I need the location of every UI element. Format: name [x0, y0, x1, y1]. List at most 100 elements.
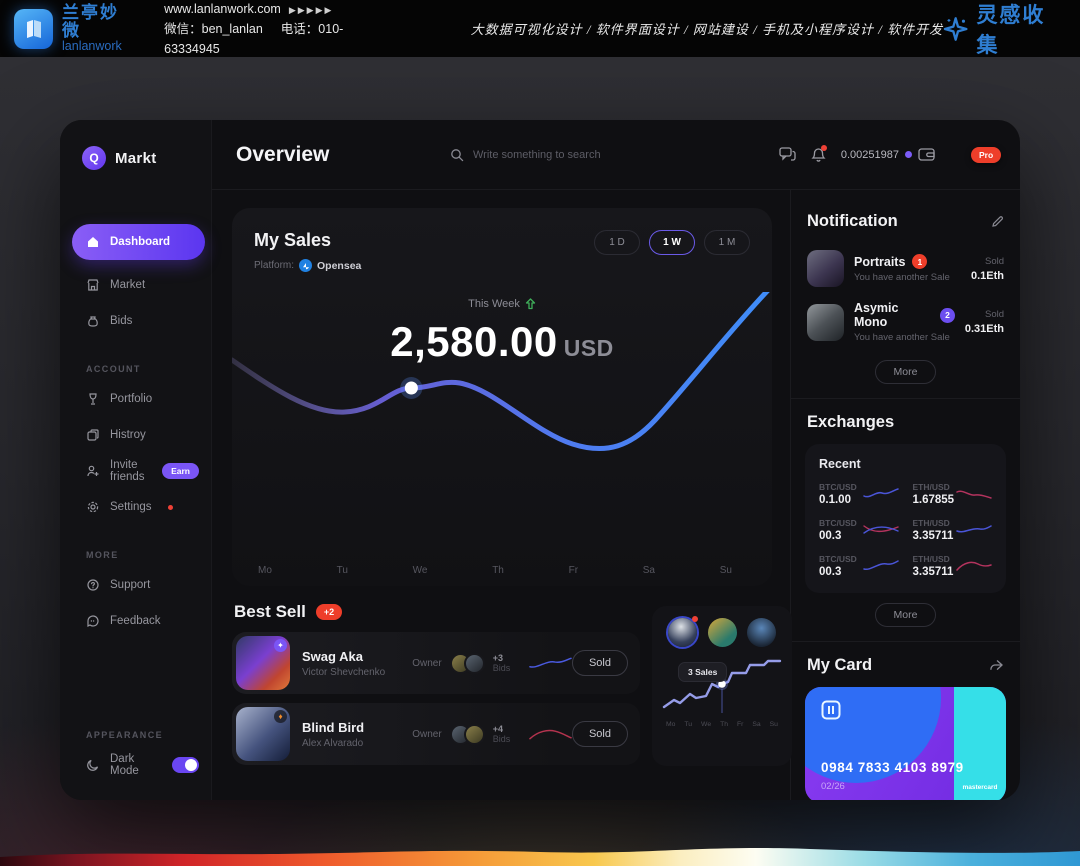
exchange-cell: ETH/USD 3.35711	[913, 554, 993, 578]
search-box[interactable]	[450, 148, 779, 162]
bids-sparkline	[529, 729, 572, 740]
my-sales-card: My Sales Platform: Opensea 1 D 1 W	[232, 208, 772, 586]
pair-label: BTC/USD	[819, 518, 857, 528]
my-card-forward-button[interactable]	[989, 659, 1004, 672]
currency-dot-icon	[905, 151, 912, 158]
exchange-cell: BTC/USD 0.1.00	[819, 482, 899, 506]
best-sell-item-swag-aka[interactable]: ✦ Swag Aka Victor Shevchenko Owner +3 Bi…	[232, 632, 640, 694]
owner-label: Owner	[412, 728, 442, 740]
range-1d-button[interactable]: 1 D	[594, 230, 640, 255]
search-input[interactable]	[473, 148, 663, 161]
forward-arrow-icon	[990, 660, 1003, 670]
exchanges-more-button[interactable]: More	[874, 603, 937, 627]
notification-status: Sold	[984, 255, 1004, 267]
balance-value: 0.00251987	[840, 148, 899, 161]
sidebar-item-market[interactable]: Market	[60, 268, 211, 302]
notification-item-asymic-mono[interactable]: Asymic Mono 2 You have another Sale Sold …	[805, 294, 1006, 350]
notification-more-button[interactable]: More	[874, 360, 937, 384]
notification-thumbnail	[807, 250, 844, 287]
best-sell-item-blind-bird[interactable]: ♦ Blind Bird Alex Alvarado Owner +4 Bids…	[232, 703, 640, 765]
best-sell-title: Best Sell	[234, 602, 306, 621]
promo-banner: 兰亭妙微 lanlanwork www.lanlanwork.com ▶▶▶▶▶ …	[0, 0, 1080, 57]
section-divider	[791, 641, 1020, 642]
owner-avatar-stack	[449, 652, 485, 674]
sidebar-item-feedback[interactable]: Feedback	[60, 604, 211, 638]
week-label: This Week	[468, 298, 520, 310]
range-1w-button[interactable]: 1 W	[649, 230, 695, 255]
day-label: Su	[719, 565, 732, 576]
exchanges-title: Exchanges	[807, 413, 895, 431]
nft-owner-name: Alex Alvarado	[302, 737, 364, 749]
day-label: We	[412, 565, 428, 576]
exchange-cell: BTC/USD 00.3	[819, 518, 899, 542]
exchange-cell: ETH/USD 3.35711	[913, 518, 993, 542]
sidebar-section-account: ACCOUNT	[86, 364, 141, 374]
wallet-balance[interactable]: 0.00251987	[841, 148, 935, 161]
bell-icon	[811, 147, 826, 162]
pro-badge: Pro	[971, 146, 1002, 163]
count-badge: 2	[940, 307, 955, 323]
notifications-button[interactable]	[811, 144, 827, 163]
main-content: My Sales Platform: Opensea 1 D 1 W	[212, 190, 792, 800]
day-label: Su	[769, 721, 778, 728]
sales-amount: 2,580.00	[390, 318, 558, 365]
top-bar: Overview 0.00251987	[212, 120, 1020, 190]
trend-sparkline	[862, 525, 899, 534]
avatar-alert-dot	[692, 616, 698, 622]
sales-currency: USD	[563, 335, 614, 361]
chat-icon	[779, 147, 796, 161]
dark-mode-label: Dark Mode	[110, 753, 139, 777]
extra-bidders: +3	[492, 653, 503, 663]
sidebar-item-dashboard[interactable]: Dashboard	[72, 224, 205, 260]
messages-button[interactable]	[779, 147, 796, 162]
notification-name: Asymic Mono	[854, 301, 899, 329]
page-title: Overview	[236, 142, 330, 166]
sidebar-item-invite-friends[interactable]: Invite friends Earn	[60, 454, 211, 488]
weekly-sales-mini-panel[interactable]: 3 Sales Mo Tu We Th	[652, 606, 792, 766]
trend-sparkline	[862, 488, 899, 498]
best-sell-count-badge: +2	[315, 604, 343, 620]
pencil-icon	[992, 216, 1003, 227]
day-label: Sa	[642, 565, 655, 576]
sidebar-item-history[interactable]: Histroy	[60, 418, 211, 452]
sold-button[interactable]: Sold	[571, 650, 628, 676]
brand-services: 大数据可视化设计 / 软件界面设计 / 网站建设 / 手机及小程序设计 / 软件…	[470, 22, 944, 37]
rainbow-wave-decoration	[0, 848, 1080, 866]
sidebar-section-more: MORE	[86, 550, 119, 560]
card-expiry: 02/26	[821, 781, 845, 792]
pair-label: BTC/USD	[819, 554, 857, 564]
notification-amount: 0.31Eth	[964, 323, 1004, 335]
nft-name: Blind Bird	[302, 719, 365, 735]
sidebar-item-label: Histroy	[110, 429, 146, 441]
sidebar-item-settings[interactable]: Settings	[60, 490, 211, 524]
pair-label: ETH/USD	[912, 518, 950, 528]
sidebar-item-bids[interactable]: Bids	[60, 304, 211, 338]
my-sales-title: My Sales	[254, 230, 332, 250]
nft-name: Swag Aka	[302, 648, 363, 664]
seller-avatar[interactable]	[747, 618, 776, 647]
sparkle-star-icon	[943, 16, 968, 41]
notification-item-portraits[interactable]: Portraits 1 You have another Sale Sold 0.…	[805, 243, 1006, 294]
edit-notifications-button[interactable]	[991, 215, 1004, 228]
dark-mode-toggle[interactable]	[171, 757, 199, 773]
seller-avatar[interactable]	[668, 616, 698, 647]
brand-wechat: 微信：ben_lanlan	[164, 21, 263, 36]
day-label: Mo	[258, 565, 272, 576]
day-label: Sa	[752, 721, 761, 728]
home-icon	[88, 237, 98, 247]
lanlanwork-logo-icon	[14, 8, 54, 49]
owner-avatar-stack	[449, 723, 485, 745]
brand-phone: 电话：010-63334945	[164, 21, 344, 56]
seller-avatar[interactable]	[707, 618, 737, 647]
credit-card[interactable]: 0984 7833 4103 8979 02/26 mastercard	[805, 687, 1006, 800]
bids-bag-icon	[88, 316, 98, 327]
sidebar-item-portfolio[interactable]: Portfolio	[60, 382, 211, 416]
sold-button[interactable]: Sold	[571, 721, 628, 747]
sales-chart-days: Mo Tu We Th Fr Sa Su	[258, 565, 732, 576]
sidebar-item-support[interactable]: Support	[60, 568, 211, 602]
arrows-decoration: ▶▶▶▶▶	[288, 4, 334, 15]
wallet-icon	[918, 148, 935, 161]
range-1m-button[interactable]: 1 M	[704, 230, 750, 255]
verified-badge-icon: ✦	[274, 639, 287, 652]
app-logo-text: Markt	[115, 149, 157, 167]
